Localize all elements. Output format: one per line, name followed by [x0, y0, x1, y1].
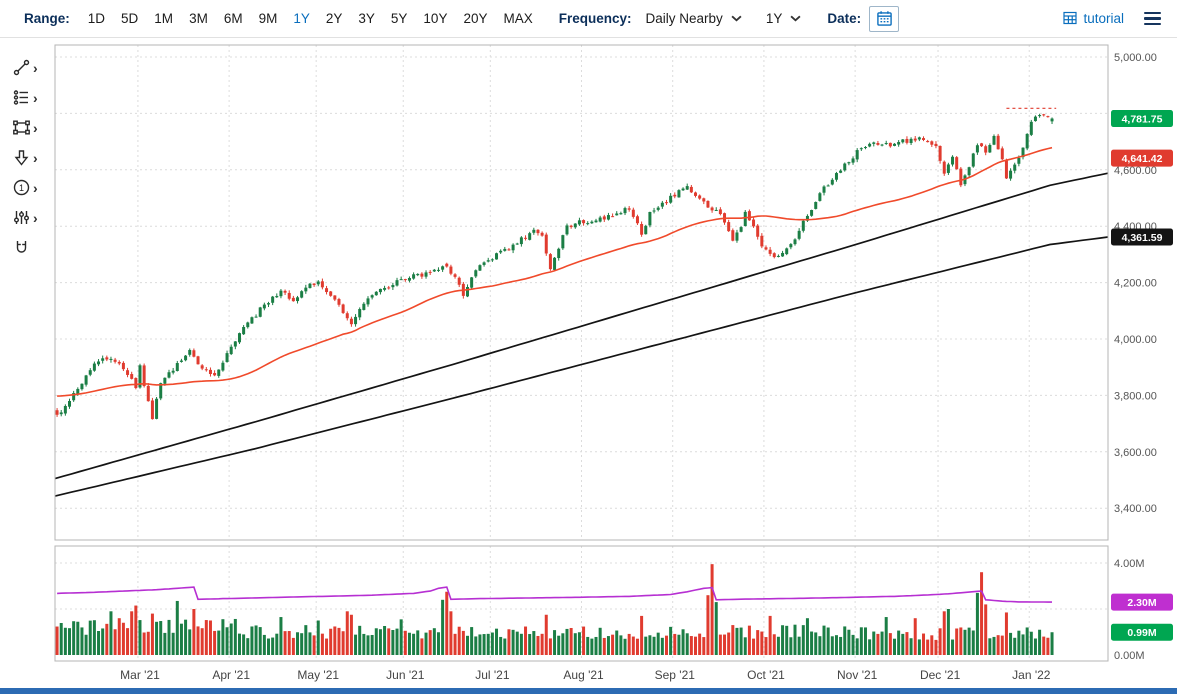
svg-text:Oct '21: Oct '21 [747, 668, 785, 682]
drawing-tools-sidebar: › › › › 1 › › [12, 57, 41, 258]
svg-text:1: 1 [19, 183, 24, 193]
panel-frames [54, 44, 1109, 662]
svg-text:0.00M: 0.00M [1114, 650, 1145, 662]
chevron-right-icon: › [33, 209, 38, 226]
svg-text:Nov '21: Nov '21 [837, 668, 878, 682]
range-option-3m[interactable]: 3M [189, 11, 208, 26]
range-option-20y[interactable]: 20Y [463, 11, 488, 26]
chart-toolbar: Range: 1D 5D 1M 3M 6M 9M 1Y 2Y 3Y 5Y 10Y 20Y MAX Fre… [0, 0, 1177, 38]
range-option-1m[interactable]: 1M [154, 11, 174, 26]
svg-text:4,361.59: 4,361.59 [1122, 232, 1163, 244]
studies-tool[interactable]: › [12, 87, 41, 108]
calendar-icon [876, 11, 892, 26]
svg-text:Apr '21: Apr '21 [212, 668, 250, 682]
range-option-1d[interactable]: 1D [87, 11, 106, 26]
indicator-settings-tool[interactable]: › [12, 207, 41, 228]
indicator-settings-tool-icon [14, 211, 29, 224]
svg-text:3,600.00: 3,600.00 [1114, 447, 1157, 459]
range-option-3y[interactable]: 3Y [358, 11, 375, 26]
red-ma-line [57, 146, 1053, 397]
svg-text:Dec '21: Dec '21 [920, 668, 961, 682]
black-ma-lower-line [54, 236, 1109, 497]
arrow-annotation-tool-icon [14, 150, 29, 166]
range-label: Range: [24, 11, 70, 26]
date-picker-button[interactable] [869, 5, 900, 32]
svg-text:4,200.00: 4,200.00 [1114, 278, 1157, 290]
chevron-right-icon: › [33, 149, 38, 166]
range-option-5y[interactable]: 5Y [390, 11, 408, 26]
number-annotation-tool[interactable]: 1 › [12, 177, 41, 198]
svg-text:4,781.75: 4,781.75 [1122, 113, 1163, 125]
range-option-5d[interactable]: 5D [121, 11, 139, 26]
indicator-lines-layer [54, 107, 1109, 603]
chevron-down-icon [790, 15, 801, 22]
tutorial-text: tutorial [1083, 10, 1124, 26]
range-option-1y[interactable]: 1Y [293, 11, 310, 26]
period-select[interactable]: 1Y [762, 11, 806, 26]
svg-text:3,800.00: 3,800.00 [1114, 390, 1157, 402]
svg-text:5,000.00: 5,000.00 [1114, 52, 1157, 64]
shapes-tool[interactable]: › [12, 117, 41, 138]
svg-text:0.99M: 0.99M [1127, 627, 1156, 639]
svg-text:Aug '21: Aug '21 [563, 668, 604, 682]
range-selector: 1D 5D 1M 3M 6M 9M 1Y 2Y 3Y 5Y 10Y 20Y MAX [80, 11, 541, 26]
hamburger-menu-button[interactable] [1142, 8, 1163, 29]
svg-text:Jan '22: Jan '22 [1012, 668, 1051, 682]
range-option-6m[interactable]: 6M [223, 11, 243, 26]
price-badges-layer: 4,781.75 4,641.42 4,361.59 2.30M 0.99M [1111, 110, 1173, 641]
trendline-tool-icon [13, 59, 30, 76]
svg-text:4.00M: 4.00M [1114, 558, 1145, 570]
svg-text:4,000.00: 4,000.00 [1114, 334, 1157, 346]
bottom-accent-bar [0, 688, 1177, 694]
hamburger-menu-icon [1144, 11, 1161, 15]
svg-text:Jun '21: Jun '21 [386, 668, 425, 682]
svg-text:Mar '21: Mar '21 [120, 668, 160, 682]
magnet-tool-icon [16, 241, 27, 253]
svg-text:4,600.00: 4,600.00 [1114, 165, 1157, 177]
open-interest-line [57, 586, 1052, 603]
trendline-tool[interactable]: › [12, 57, 41, 78]
gridlines [55, 45, 1108, 661]
magnet-tool[interactable] [12, 237, 41, 258]
studies-tool-icon [13, 90, 28, 105]
shapes-tool-icon [13, 120, 30, 135]
range-option-max[interactable]: MAX [503, 11, 533, 26]
chevron-right-icon: › [33, 179, 38, 196]
chevron-right-icon: › [33, 119, 38, 136]
svg-text:4,641.42: 4,641.42 [1122, 153, 1163, 165]
axis-labels: 5,000.004,800.004,600.004,400.004,200.00… [120, 52, 1157, 682]
price-volume-chart[interactable]: 5,000.004,800.004,600.004,400.004,200.00… [0, 38, 1177, 688]
tutorial-grid-icon [1063, 12, 1078, 25]
black-ma-upper-line [54, 172, 1109, 480]
svg-text:Jul '21: Jul '21 [475, 668, 510, 682]
svg-text:2.30M: 2.30M [1127, 597, 1156, 609]
arrow-annotation-tool[interactable]: › [12, 147, 41, 168]
frequency-label: Frequency: [558, 11, 632, 26]
volume-bars-layer [55, 564, 1054, 655]
number-annotation-tool-icon: 1 [13, 179, 30, 196]
candles-layer [55, 113, 1054, 420]
range-option-10y[interactable]: 10Y [423, 11, 448, 26]
chart-area: ››››1›› 5,000.004,800.004,600.004,400.00… [0, 38, 1177, 688]
range-option-9m[interactable]: 9M [258, 11, 278, 26]
frequency-select[interactable]: Daily Nearby [642, 11, 746, 26]
svg-text:Sep '21: Sep '21 [655, 668, 696, 682]
svg-text:May '21: May '21 [297, 668, 339, 682]
range-option-2y[interactable]: 2Y [325, 11, 343, 26]
chevron-right-icon: › [33, 59, 38, 76]
tutorial-link[interactable]: tutorial [1063, 11, 1124, 26]
chevron-down-icon [731, 15, 742, 22]
svg-text:3,400.00: 3,400.00 [1114, 503, 1157, 515]
period-value: 1Y [765, 11, 783, 26]
chevron-right-icon: › [33, 89, 38, 106]
toolbar-right: tutorial [1063, 8, 1163, 29]
frequency-value: Daily Nearby [645, 11, 723, 26]
date-label: Date: [827, 11, 862, 26]
